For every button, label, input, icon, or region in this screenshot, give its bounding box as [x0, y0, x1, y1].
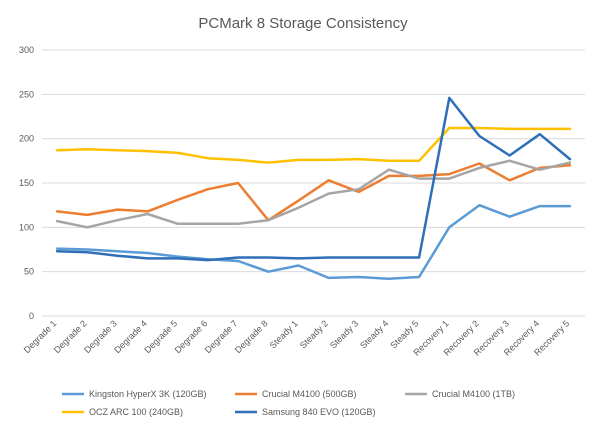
x-tick-label: Degrade 8: [233, 318, 270, 355]
y-tick-label: 250: [19, 89, 34, 99]
series-lines: [57, 98, 570, 279]
chart-title: PCMark 8 Storage Consistency: [198, 15, 408, 32]
legend-label: Crucial M4100 (1TB): [432, 389, 515, 399]
y-tick-label: 150: [19, 178, 34, 188]
x-tick-label: Steady 2: [298, 318, 330, 350]
y-tick-label: 50: [24, 267, 34, 277]
y-tick-label: 100: [19, 222, 34, 232]
x-tick-label: Steady 3: [328, 318, 360, 350]
y-tick-label: 0: [29, 311, 34, 321]
legend-label: Crucial M4100 (500GB): [262, 389, 357, 399]
legend-label: OCZ ARC 100 (240GB): [89, 407, 183, 417]
series-line-4: [57, 98, 570, 260]
legend-label: Samsung 840 EVO (120GB): [262, 407, 376, 417]
x-tick-label: Steady 1: [268, 318, 300, 350]
legend: Kingston HyperX 3K (120GB) Crucial M4100 …: [62, 389, 515, 417]
legend-label: Kingston HyperX 3K (120GB): [89, 389, 207, 399]
x-tick-label: Steady 4: [358, 318, 390, 350]
y-tick-label: 200: [19, 134, 34, 144]
gridlines: [42, 50, 585, 316]
y-tick-label: 300: [19, 45, 34, 55]
y-axis-ticks: 0 50 100 150 200 250 300: [19, 45, 34, 321]
